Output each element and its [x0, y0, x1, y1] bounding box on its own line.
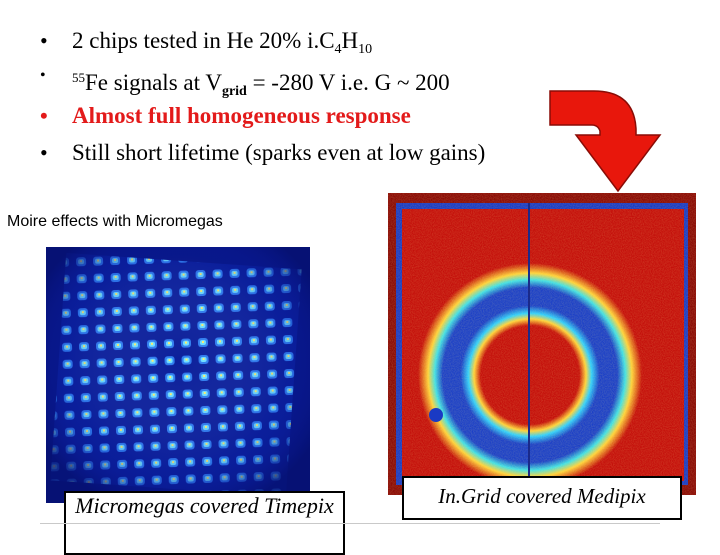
caption-medipix: In.Grid covered Medipix: [402, 476, 682, 520]
bullet-fe-signals: • 55Fe signals at Vgrid = -280 V i.e. G …: [40, 64, 450, 106]
bullet-dot: •: [40, 67, 46, 84]
timepix-moire-image: [46, 247, 310, 503]
bullet-dot: •: [40, 140, 48, 165]
bullet-text: 2 chips tested in He 20% i.C: [72, 28, 335, 53]
medipix-ring-image: [388, 193, 696, 495]
bullet-homogeneous: • Almost full homogeneous response: [40, 102, 411, 130]
bullet-text: Still short lifetime (sparks even at low…: [72, 140, 486, 165]
bullet-dot: •: [40, 103, 48, 128]
superscript: 55: [72, 70, 85, 85]
bullet-dot: •: [40, 28, 48, 53]
bullet-lifetime: • Still short lifetime (sparks even at l…: [40, 139, 486, 167]
bullet-text: Fe signals at V: [85, 70, 222, 95]
bullet-chips: • 2 chips tested in He 20% i.C4H10: [40, 27, 373, 64]
subscript: grid: [221, 84, 247, 99]
bullet-text: Almost full homogeneous response: [72, 103, 411, 128]
divider-line: [40, 523, 660, 524]
bullet-text: H: [341, 28, 359, 53]
subscript: 10: [358, 42, 373, 57]
curved-arrow-icon: [549, 90, 662, 193]
bullet-text: = -280 V i.e. G ~ 200: [246, 70, 450, 95]
subscript: 4: [334, 42, 342, 57]
moire-label: Moire effects with Micromegas: [7, 213, 223, 230]
